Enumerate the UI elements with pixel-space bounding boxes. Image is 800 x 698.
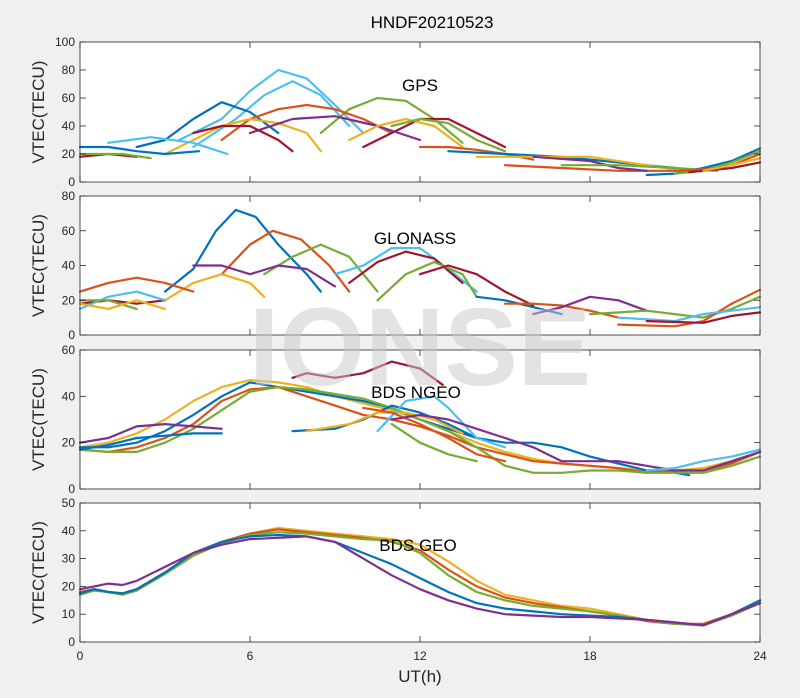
- series-line-8: [192, 124, 294, 153]
- y-tick-label: 40: [62, 259, 76, 273]
- series-line-2: [263, 243, 379, 293]
- series-line-1: [220, 229, 351, 293]
- series-line-19: [617, 306, 762, 323]
- series-group: [78, 68, 762, 177]
- series-line-10: [362, 406, 507, 463]
- panel-bds-geo: 0 6 12 18 24 0 10 20 30 40 50 VTEC(TECU) BDS GEO: [29, 496, 767, 663]
- series-line-4: [78, 423, 223, 444]
- y-tick-label: 100: [55, 35, 75, 49]
- series-line-25: [702, 157, 762, 172]
- series-line-0: [178, 68, 365, 142]
- y-tick-label: 0: [68, 635, 75, 649]
- series-line-18: [617, 288, 762, 328]
- series-line-12: [390, 423, 478, 463]
- series-line-3: [78, 386, 762, 474]
- y-tick-label: 0: [68, 328, 75, 342]
- series-line-12: [78, 145, 201, 156]
- x-axis-label: UT(h): [398, 667, 441, 686]
- plot-area: [80, 42, 760, 182]
- series-line-14: [78, 290, 167, 310]
- series-line-17: [588, 295, 762, 319]
- series-line-20: [645, 311, 762, 324]
- series-group: [78, 526, 762, 627]
- series-line-2: [135, 101, 280, 149]
- series-line-12: [78, 276, 195, 293]
- x-tick-label: 6: [247, 649, 254, 663]
- series-line-11: [390, 413, 762, 472]
- y-tick-label: 20: [62, 436, 76, 450]
- series-line-13: [645, 448, 762, 472]
- watermark: IONSE: [249, 286, 591, 409]
- series-line-15: [78, 299, 138, 310]
- y-tick-label: 40: [62, 119, 76, 133]
- y-axis-label: VTEC(TECU): [29, 368, 48, 471]
- y-tick-label: 0: [68, 482, 75, 496]
- panel-bds-ngeo: 0 20 40 60 VTEC(TECU) BDS NGEO: [29, 343, 762, 496]
- x-tick-label: 24: [753, 649, 767, 663]
- y-tick-label: 40: [62, 524, 76, 538]
- series-line-10: [390, 117, 507, 153]
- y-tick-label: 60: [62, 224, 76, 238]
- y-tick-label: 20: [62, 147, 76, 161]
- series-line-4: [78, 535, 762, 627]
- panel-gps: 0 20 40 60 80 100 VTEC(TECU) GPS: [29, 35, 762, 189]
- series-line-6: [291, 360, 444, 386]
- y-tick-label: 10: [62, 607, 76, 621]
- series-line-7: [376, 260, 478, 302]
- y-tick-label: 80: [62, 189, 76, 203]
- series-group: [78, 208, 762, 328]
- series-line-7: [291, 404, 478, 440]
- y-tick-label: 50: [62, 496, 76, 510]
- y-tick-label: 80: [62, 63, 76, 77]
- x-tick-label: 12: [413, 649, 427, 663]
- series-line-14: [78, 152, 152, 160]
- y-axis-label: VTEC(TECU): [29, 214, 48, 317]
- series-line-5: [362, 117, 507, 149]
- panel-label: BDS NGEO: [371, 383, 461, 402]
- panel-label: GPS: [402, 76, 438, 95]
- x-tick-label: 0: [77, 649, 84, 663]
- y-tick-label: 30: [62, 552, 76, 566]
- panel-glonass: 0 20 40 60 80 VTEC(TECU) GLONASS: [29, 189, 762, 342]
- y-tick-label: 60: [62, 91, 76, 105]
- y-tick-label: 40: [62, 389, 76, 403]
- y-axis-label: VTEC(TECU): [29, 61, 48, 164]
- panel-label: GLONASS: [374, 229, 456, 248]
- y-tick-label: 0: [68, 175, 75, 189]
- series-line-11: [532, 295, 648, 316]
- y-axis-label: VTEC(TECU): [29, 521, 48, 624]
- series-line-6: [163, 117, 322, 156]
- series-line-3: [333, 247, 478, 293]
- series-group: [78, 360, 762, 477]
- y-tick-label: 20: [62, 579, 76, 593]
- series-line-8: [418, 264, 535, 307]
- series-line-9: [348, 117, 464, 149]
- series-line-21: [645, 147, 762, 177]
- series-line-5: [192, 264, 337, 288]
- figure-title: HNDF20210523: [371, 13, 494, 32]
- series-line-7: [248, 115, 422, 142]
- y-tick-label: 20: [62, 293, 76, 307]
- y-tick-label: 60: [62, 343, 76, 357]
- series-line-16: [78, 299, 167, 310]
- panel-label: BDS GEO: [379, 536, 456, 555]
- series-line-15: [107, 136, 229, 156]
- series-line-9: [376, 395, 507, 449]
- x-tick-label: 18: [583, 649, 597, 663]
- series-line-5: [78, 432, 223, 451]
